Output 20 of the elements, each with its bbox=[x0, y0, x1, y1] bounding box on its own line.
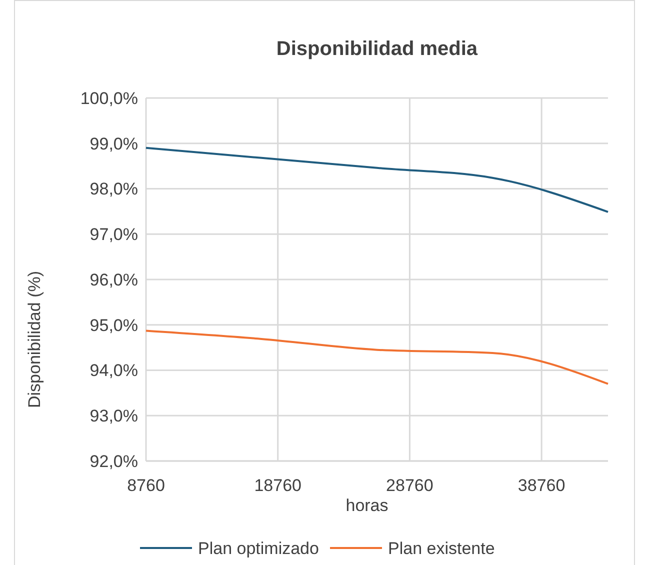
y-tick-label: 92,0% bbox=[90, 452, 138, 471]
x-tick-label: 38760 bbox=[518, 476, 566, 495]
y-tick-label: 99,0% bbox=[90, 134, 138, 154]
y-tick-label: 97,0% bbox=[90, 225, 138, 244]
y-axis-title: Disponibilidad (%) bbox=[25, 270, 44, 408]
y-tick-label: 100,0% bbox=[80, 88, 138, 108]
chart-title: Disponibilidad media bbox=[276, 38, 478, 60]
x-tick-label: 18760 bbox=[254, 476, 302, 495]
line-series bbox=[145, 330, 609, 385]
y-tick-label: 94,0% bbox=[90, 361, 138, 380]
y-tick-label: 93,0% bbox=[90, 406, 138, 426]
x-tick-label: 28760 bbox=[386, 476, 434, 495]
legend-label: Plan optimizado bbox=[198, 538, 319, 558]
y-tick-label: 98,0% bbox=[90, 180, 138, 199]
x-axis-title: horas bbox=[346, 496, 388, 515]
y-tick-label: 96,0% bbox=[90, 270, 138, 290]
x-tick-label: 8760 bbox=[127, 476, 165, 495]
legend-label: Plan existente bbox=[388, 538, 495, 558]
line-series bbox=[145, 146, 609, 213]
y-tick-label: 95,0% bbox=[90, 316, 138, 335]
